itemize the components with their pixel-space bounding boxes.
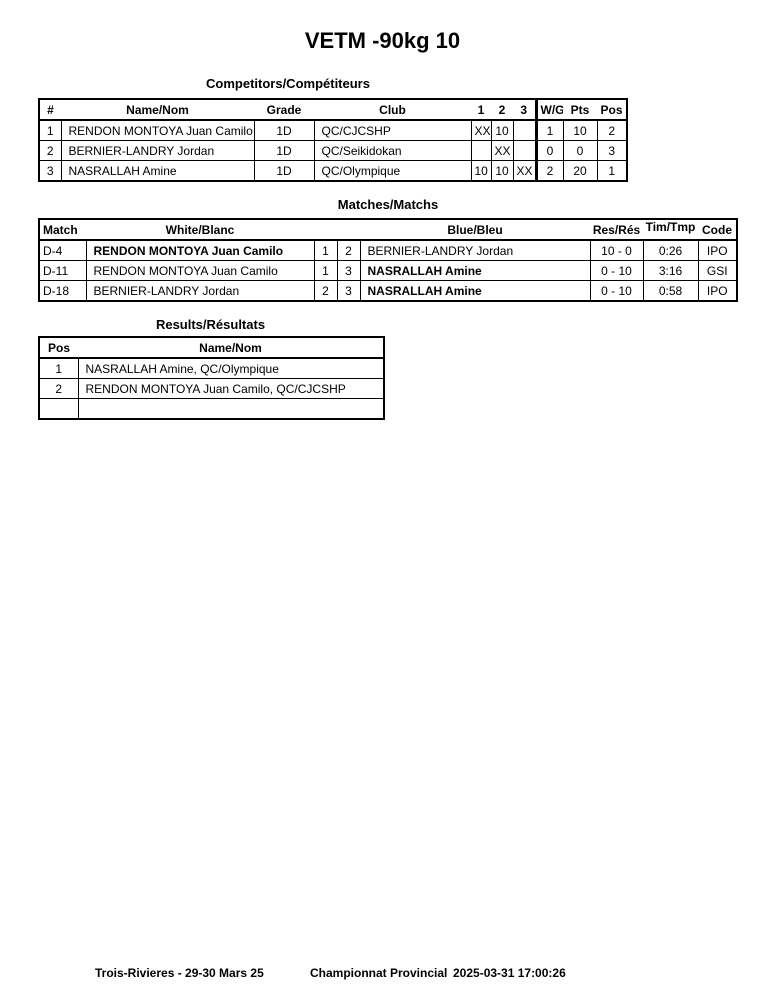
- position: 1: [38, 357, 79, 379]
- cell: QC/CJCSHP: [313, 119, 472, 141]
- cell: 1: [596, 160, 628, 182]
- blue-number: 2: [336, 239, 361, 261]
- result-row: [38, 398, 385, 420]
- code: IPO: [697, 280, 738, 302]
- cell: 2: [534, 160, 564, 182]
- white-player: RENDON MONTOYA Juan Camilo: [85, 260, 315, 281]
- cell: [470, 140, 492, 161]
- cell: 0: [534, 140, 564, 161]
- match-row: D-4 RENDON MONTOYA Juan Camilo 1 2 BERNIER-L…: [38, 239, 738, 261]
- table-row: 1 RENDON MONTOYA Juan Camilo 1D QC/CJCSHP XX…: [38, 119, 628, 141]
- match-id: D-18: [38, 280, 87, 302]
- col-res: Res/Rés: [590, 219, 643, 241]
- col-match: Match: [39, 219, 86, 241]
- cell: 2: [596, 119, 628, 141]
- results-table: Pos Name/Nom 1 NASRALLAH Amine, QC/Olympi…: [38, 336, 385, 420]
- cell: 1D: [253, 140, 315, 161]
- time: 0:58: [642, 280, 699, 302]
- result: 0 - 10: [589, 280, 644, 302]
- competitors-heading: Competitors/Compétiteurs: [206, 76, 370, 91]
- white-number: 1: [313, 239, 338, 261]
- blue-number: 3: [336, 260, 361, 281]
- match-row: D-11 RENDON MONTOYA Juan Camilo 1 3 NASRALLA…: [38, 260, 738, 281]
- blue-number: 3: [336, 280, 361, 302]
- match-id: D-4: [38, 239, 87, 261]
- footer-printed: 2025-03-31 17:00:26: [453, 966, 566, 980]
- cell: 1D: [253, 160, 315, 182]
- col-header: #: [39, 99, 61, 121]
- cell: 10: [562, 119, 598, 141]
- col-code: Code: [698, 219, 737, 241]
- cell: 2: [38, 140, 62, 161]
- blue-player: NASRALLAH Amine: [359, 280, 591, 302]
- result: 0 - 10: [589, 260, 644, 281]
- white-player: BERNIER-LANDRY Jordan: [85, 280, 315, 302]
- name: RENDON MONTOYA Juan Camilo, QC/CJCSHP: [77, 378, 385, 399]
- footer-event: Championnat Provincial: [310, 966, 448, 980]
- cell: XX: [512, 160, 537, 182]
- col-header: Pos: [597, 99, 627, 121]
- col-white: White/Blanc: [86, 219, 314, 241]
- match-row: D-18 BERNIER-LANDRY Jordan 2 3 NASRALLAH Ami…: [38, 280, 738, 302]
- col-header: Name/Nom: [61, 99, 254, 121]
- col-header: 1: [471, 99, 491, 121]
- cell: 20: [562, 160, 598, 182]
- col-time: Tim/Tmp: [643, 219, 698, 241]
- cell: RENDON MONTOYA Juan Camilo: [60, 119, 255, 141]
- cell: NASRALLAH Amine: [60, 160, 255, 182]
- position: 2: [38, 378, 79, 399]
- result-row: 2 RENDON MONTOYA Juan Camilo, QC/CJCSHP: [38, 378, 385, 399]
- cell: [512, 140, 537, 161]
- cell: 0: [562, 140, 598, 161]
- white-player: RENDON MONTOYA Juan Camilo: [85, 239, 315, 261]
- matches-table: Match White/Blanc Blue/Bleu Res/Rés Tim/…: [38, 218, 738, 302]
- col-name: Name/Nom: [78, 337, 384, 359]
- competitors-table: # Name/Nom Grade Club 1 2 3 W/G Pts Pos 1 RENDON M…: [38, 98, 628, 182]
- name: [77, 398, 385, 420]
- cell: 1D: [253, 119, 315, 141]
- result: 10 - 0: [589, 239, 644, 261]
- col-header: W/G: [534, 99, 563, 121]
- blue-player: NASRALLAH Amine: [359, 260, 591, 281]
- cell: BERNIER-LANDRY Jordan: [60, 140, 255, 161]
- time: 0:26: [642, 239, 699, 261]
- white-number: 2: [313, 280, 338, 302]
- matches-heading: Matches/Matchs: [337, 197, 439, 212]
- cell: [512, 119, 537, 141]
- name: NASRALLAH Amine, QC/Olympique: [77, 357, 385, 379]
- col-header: 2: [491, 99, 513, 121]
- cell: QC/Seikidokan: [313, 140, 472, 161]
- cell: XX: [490, 140, 514, 161]
- blue-player: BERNIER-LANDRY Jordan: [359, 239, 591, 261]
- col-pos: Pos: [39, 337, 78, 359]
- cell: 10: [490, 160, 514, 182]
- col-header: Club: [314, 99, 471, 121]
- result-row: 1 NASRALLAH Amine, QC/Olympique: [38, 357, 385, 379]
- col-header: Pts: [563, 99, 597, 121]
- cell: 1: [38, 119, 62, 141]
- cell: 3: [38, 160, 62, 182]
- time: 3:16: [642, 260, 699, 281]
- position: [38, 398, 79, 420]
- cell: 10: [490, 119, 514, 141]
- col-header: Grade: [254, 99, 314, 121]
- table-row: 2 BERNIER-LANDRY Jordan 1D QC/Seikidokan XX 0…: [38, 140, 628, 161]
- code: GSI: [697, 260, 738, 281]
- code: IPO: [697, 239, 738, 261]
- cell: QC/Olympique: [313, 160, 472, 182]
- white-number: 1: [313, 260, 338, 281]
- match-id: D-11: [38, 260, 87, 281]
- cell: 1: [534, 119, 564, 141]
- cell: 10: [470, 160, 492, 182]
- cell: 3: [596, 140, 628, 161]
- table-row: 3 NASRALLAH Amine 1D QC/Olympique 10 10 XX 2 20 1: [38, 160, 628, 182]
- footer-location: Trois-Rivieres - 29-30 Mars 25: [95, 966, 264, 980]
- col-blue: Blue/Bleu: [360, 219, 590, 241]
- col-header: 3: [513, 99, 536, 121]
- cell: XX: [470, 119, 492, 141]
- results-heading: Results/Résultats: [155, 317, 266, 332]
- page-title: VETM -90kg 10: [304, 28, 461, 53]
